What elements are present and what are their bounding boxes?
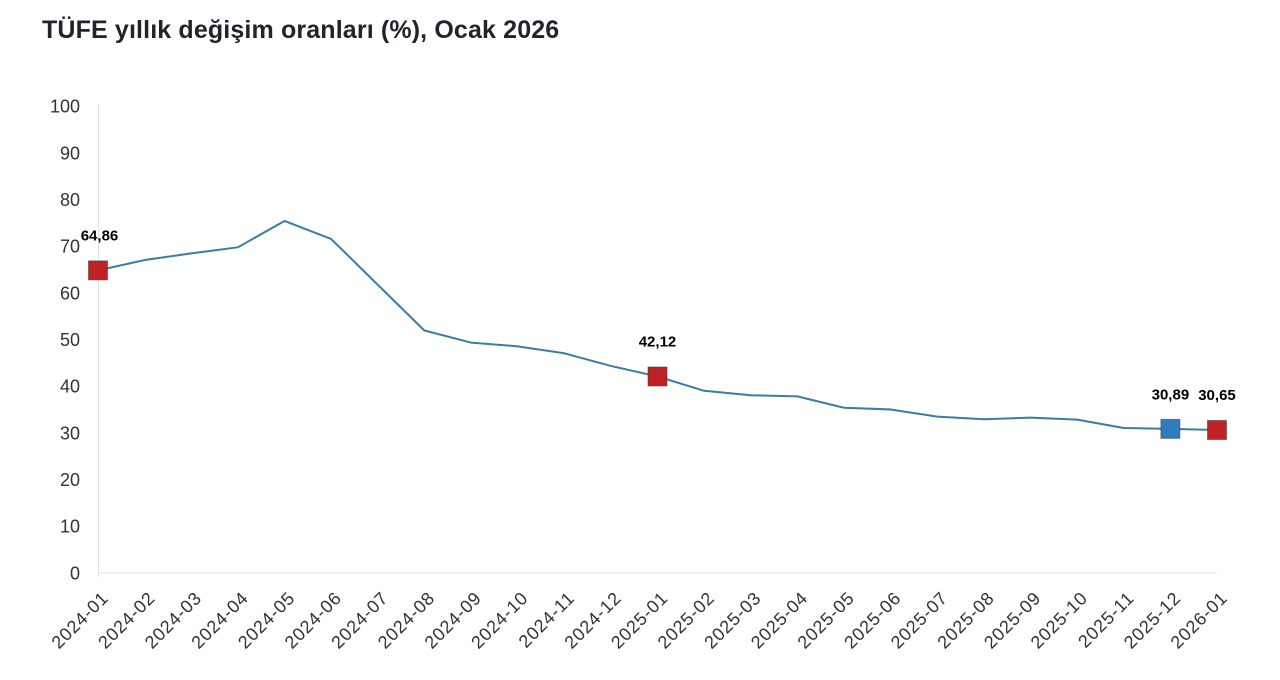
svg-text:30,65: 30,65 [1198,387,1236,404]
svg-text:0: 0 [70,563,80,583]
svg-text:80: 80 [60,190,80,210]
svg-text:10: 10 [60,517,80,537]
svg-text:30,89: 30,89 [1152,387,1190,404]
svg-text:TÜFE yıllık değişim oranları (: TÜFE yıllık değişim oranları (%), Ocak 2… [42,15,559,44]
svg-text:30: 30 [60,423,80,443]
svg-text:60: 60 [60,283,80,303]
svg-text:70: 70 [60,237,80,257]
svg-text:50: 50 [60,330,80,350]
svg-text:100: 100 [50,97,80,117]
svg-text:64,86: 64,86 [81,227,119,244]
svg-text:90: 90 [60,143,80,163]
svg-text:40: 40 [60,377,80,397]
svg-text:20: 20 [60,470,80,490]
svg-text:42,12: 42,12 [639,333,677,350]
